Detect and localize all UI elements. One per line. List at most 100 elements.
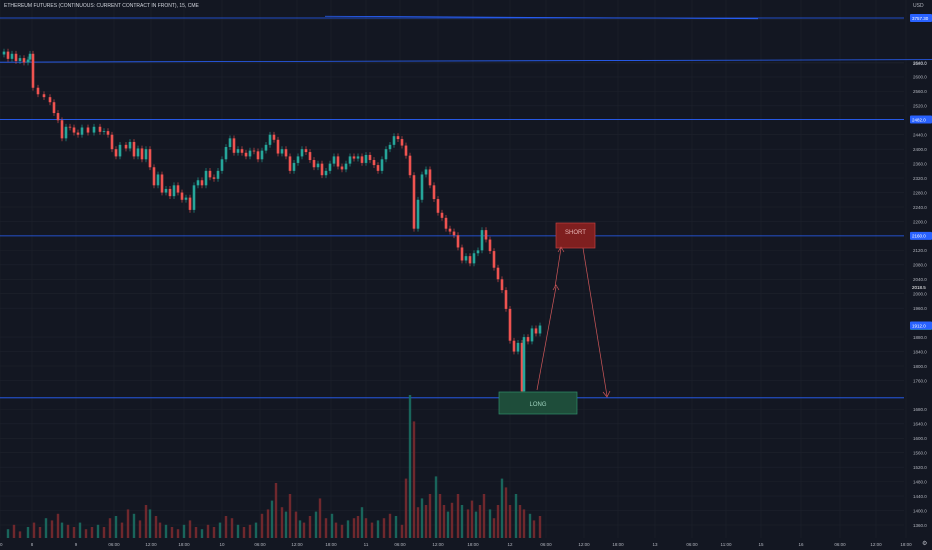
candle-body: [440, 212, 444, 218]
volume-bar: [474, 511, 478, 538]
price-tag-bg: [910, 321, 932, 330]
candle-body: [496, 267, 500, 280]
y-tick-label: 2560.0: [913, 89, 927, 94]
x-tick-label: 16: [798, 542, 804, 547]
volume-bar: [126, 509, 130, 538]
volume-bar: [528, 513, 532, 538]
candle-body: [124, 144, 128, 149]
y-tick-label: 2360.0: [913, 161, 927, 166]
volume-bar: [460, 505, 464, 538]
candle-body: [332, 156, 336, 164]
candle-body: [244, 152, 248, 157]
candle-body: [312, 160, 316, 168]
candle-body: [236, 149, 240, 153]
candle-body: [92, 126, 96, 133]
y-tick-label: 2280.0: [913, 190, 927, 195]
price-tag-bg: [910, 14, 932, 22]
candle-body: [320, 163, 324, 176]
volume-bar: [260, 513, 264, 538]
candle-body: [404, 145, 408, 156]
x-tick-label: 8: [31, 542, 34, 547]
candle-body: [400, 139, 404, 146]
y-tick-label: 1800.0: [913, 364, 927, 369]
candle-body: [160, 174, 164, 193]
volume-bar: [470, 500, 474, 538]
candle-body: [260, 150, 264, 160]
volume-bar: [538, 516, 542, 538]
volume-bar: [324, 518, 328, 538]
candle-body: [240, 149, 244, 153]
y-tick-label: 1600.0: [913, 436, 927, 441]
candle-body: [448, 228, 452, 232]
volume-bar: [176, 529, 180, 538]
volume-bar: [6, 529, 10, 538]
candle-body: [356, 156, 360, 159]
time-axis[interactable]: 00 8 9 06:00 12:00 18:00 10 06:00 12:00 18:00 11 06…: [0, 542, 912, 547]
y-tick-label: 1760.0: [913, 378, 927, 383]
volume-bar: [182, 524, 186, 538]
y-tick-label: 1640.0: [913, 422, 927, 427]
candle-body: [476, 250, 480, 254]
y-tick-label: 1480.0: [913, 479, 927, 484]
candle-body: [6, 51, 10, 59]
candle-body: [364, 154, 368, 163]
candle-body: [428, 169, 432, 186]
candle-body: [48, 97, 52, 103]
currency-label[interactable]: USD: [913, 3, 924, 9]
gear-icon[interactable]: ⚙: [922, 541, 928, 547]
arrow-head: [557, 246, 565, 253]
x-tick-label: 10: [219, 542, 225, 547]
trade-annotations[interactable]: SHORT LONG: [498, 222, 611, 415]
candle-body: [436, 199, 440, 213]
volume-bar: [154, 516, 158, 538]
candle-body: [432, 185, 436, 200]
price-tag-bg: [910, 115, 932, 124]
volume-bar: [416, 507, 420, 538]
volume-bar: [284, 511, 288, 538]
x-tick-label: 06:00: [394, 542, 406, 547]
candle-body: [516, 342, 520, 352]
candle-body: [10, 53, 14, 59]
candle-body: [14, 53, 18, 62]
price-axis[interactable]: 1360.0 1400.0 1440.0 1480.0 1520.0 1560.0 1600…: [910, 14, 932, 528]
volume-bar: [376, 520, 380, 538]
arrow-head: [602, 390, 611, 398]
volume-bar: [434, 476, 438, 538]
volume-bar: [518, 505, 522, 538]
chart-grid: [0, 0, 907, 538]
volume-bar: [236, 524, 240, 538]
arrow-up-2: [554, 247, 562, 288]
volume-bar: [412, 421, 416, 538]
volume-bar: [404, 478, 408, 538]
candle-body: [316, 163, 320, 168]
y-tick-label: 2440.0: [913, 133, 927, 138]
volume-bar: [158, 522, 162, 538]
trendline: [0, 59, 932, 63]
x-tick-label: 00: [0, 542, 3, 547]
volume-bar: [72, 527, 76, 538]
volume-bar: [504, 487, 508, 538]
y-tick-label: 2080.0: [913, 263, 927, 268]
volume-bar: [254, 522, 258, 538]
volume-bar: [18, 531, 22, 538]
candle-body: [256, 151, 260, 160]
candle-body: [416, 199, 420, 229]
candle-body: [18, 58, 22, 62]
volume-bar: [194, 527, 198, 538]
candle-body: [276, 139, 280, 154]
candle-body: [140, 148, 144, 160]
volume-bar: [330, 513, 334, 538]
horizontal-levels[interactable]: [0, 17, 904, 399]
candle-body: [380, 159, 384, 171]
y-tick-label: 2240.0: [913, 205, 927, 210]
volume-bar: [424, 505, 428, 538]
volume-bar: [408, 395, 412, 538]
volume-bar: [294, 511, 298, 538]
price-tag: 2018.5: [910, 283, 932, 292]
candle-body: [296, 156, 300, 163]
candle-body: [376, 165, 380, 171]
y-tick-label: 1880.0: [913, 335, 927, 340]
candle-body: [224, 147, 228, 160]
volume-bar: [394, 516, 398, 538]
